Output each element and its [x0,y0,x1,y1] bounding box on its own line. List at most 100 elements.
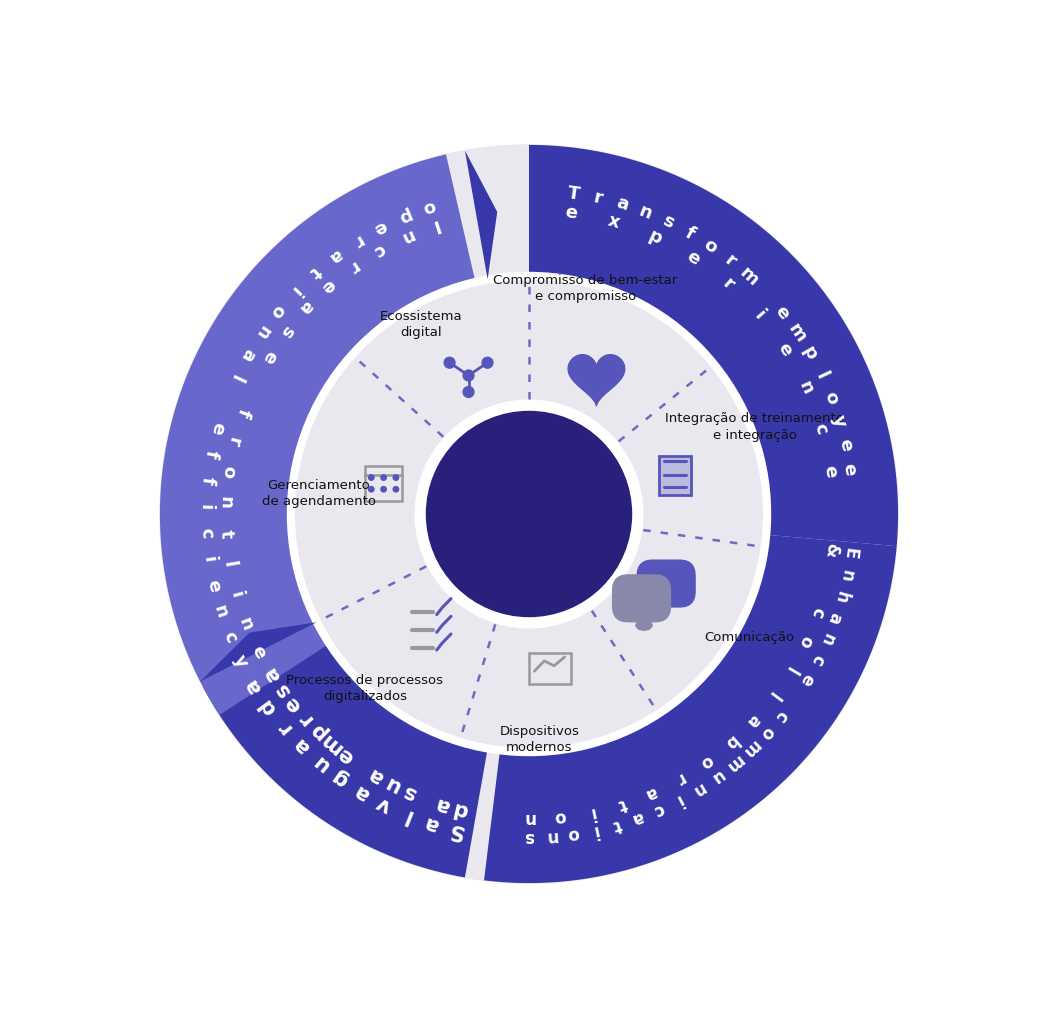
Text: i: i [197,504,215,510]
Text: y: y [230,652,252,670]
Text: a: a [434,793,453,816]
Text: &: & [821,543,841,559]
Text: d: d [256,695,280,719]
Text: E: E [840,547,859,560]
Text: r: r [591,188,604,208]
Text: n: n [795,378,817,398]
Ellipse shape [636,620,652,630]
Text: n: n [636,201,655,223]
Bar [659,456,691,494]
Text: o: o [218,465,238,479]
Text: i: i [672,791,686,809]
Text: a: a [295,297,317,318]
Text: Dispositivos
modernos: Dispositivos modernos [499,725,579,755]
Text: o: o [820,389,841,407]
Text: s: s [276,321,297,340]
Text: n: n [545,827,558,846]
Polygon shape [200,622,316,682]
Text: e: e [281,693,306,717]
Text: o: o [566,824,581,844]
Text: Ecossistema
digital: Ecossistema digital [380,309,462,339]
Text: I: I [430,215,441,234]
Text: m: m [723,750,747,775]
Text: r: r [224,435,243,448]
Text: e: e [835,437,855,452]
Text: i: i [226,589,245,599]
Circle shape [426,411,632,617]
Text: o: o [756,722,778,743]
Text: e: e [683,247,704,269]
Text: m: m [316,729,346,759]
Text: c: c [651,800,667,820]
Text: c: c [197,527,216,539]
Text: p: p [395,205,414,226]
Text: n: n [836,567,856,583]
Text: S: S [446,818,466,842]
Text: Integração de treinamento
e integração: Integração de treinamento e integração [665,412,844,442]
Text: l: l [782,662,800,676]
Text: a: a [422,812,441,835]
Polygon shape [464,150,497,280]
Text: i: i [287,282,304,299]
Text: b: b [720,731,742,752]
Text: a: a [365,764,387,787]
Text: Gerenciamento
de agendamento: Gerenciamento de agendamento [261,479,376,508]
Text: a: a [824,611,845,626]
Text: o: o [420,196,438,217]
Text: t: t [217,528,235,539]
Text: p: p [645,226,664,248]
Text: s: s [659,212,676,232]
Circle shape [368,486,373,492]
Text: e: e [820,465,840,479]
Text: n: n [689,778,708,800]
Text: l: l [811,369,831,381]
Text: a: a [351,780,373,804]
Polygon shape [203,626,488,878]
Text: u: u [381,772,403,797]
Circle shape [639,610,650,621]
Text: e: e [774,340,796,360]
Bar [529,653,571,684]
Bar [365,466,402,501]
Text: r: r [273,717,295,737]
Text: Comunicação: Comunicação [705,630,795,644]
Text: h: h [831,589,852,605]
Text: l: l [220,560,239,568]
Bar [365,466,402,501]
Text: m: m [784,320,809,345]
Text: f: f [198,475,217,485]
Text: u: u [308,750,332,775]
Text: r: r [294,707,316,729]
Text: c: c [807,604,827,620]
Text: o: o [696,751,716,772]
Text: y: y [828,413,850,430]
Text: i: i [200,555,218,564]
Text: r: r [672,769,688,788]
Text: n: n [251,322,273,342]
Circle shape [296,281,762,747]
Text: a: a [237,344,258,364]
Text: s: s [524,828,534,846]
Bar [529,653,571,684]
Text: r: r [722,251,740,270]
Circle shape [160,145,898,883]
Text: e: e [796,669,817,689]
Text: Processos de processos
digitalizados: Processos de processos digitalizados [287,673,443,703]
Text: s: s [271,678,294,701]
Text: l: l [226,371,245,384]
Text: a: a [614,194,631,215]
Text: r: r [718,274,737,294]
Circle shape [444,358,455,368]
Text: a: a [630,808,646,829]
Text: e: e [248,642,269,662]
Text: a: a [260,663,285,686]
Circle shape [298,284,760,744]
Text: l: l [765,688,782,703]
FancyBboxPatch shape [613,575,671,622]
Text: p: p [306,719,330,744]
Polygon shape [484,535,897,883]
Text: g: g [329,766,352,791]
Text: u: u [707,766,727,787]
Text: a: a [290,733,313,758]
Polygon shape [568,355,624,406]
